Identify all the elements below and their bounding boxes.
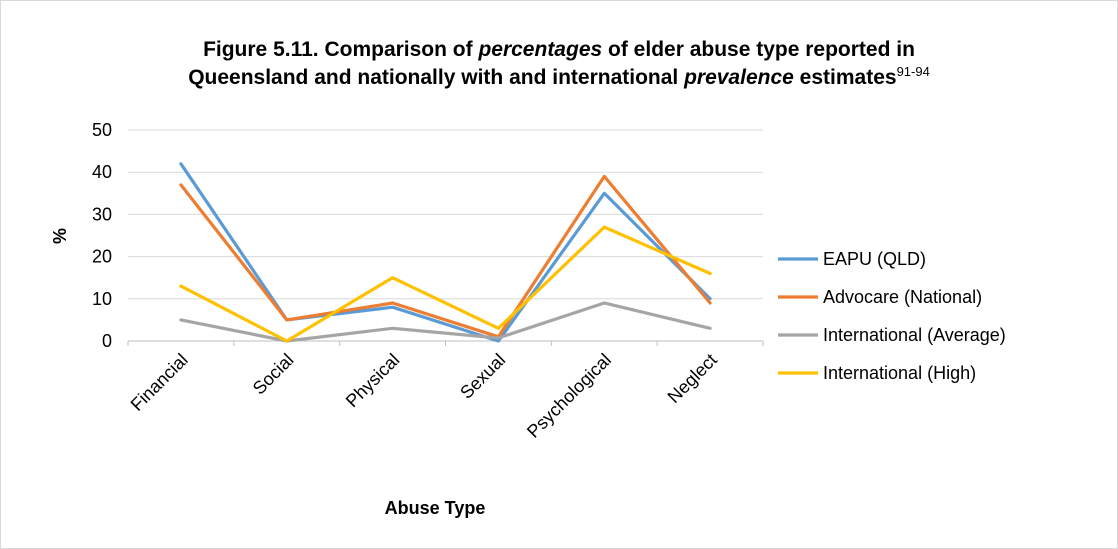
title-emphasis: prevalence: [684, 66, 794, 89]
title-text: Queensland and nationally with and inter…: [188, 66, 685, 89]
x-tick-label: Psychological: [523, 350, 615, 442]
y-axis-ticks: 0 10 20 30 40 50: [92, 120, 112, 351]
x-tick-label: Social: [249, 350, 298, 399]
legend-label: International (Average): [823, 325, 1006, 345]
chart-title-line-2: Queensland and nationally with and inter…: [0, 64, 1118, 92]
x-tick-label: Sexual: [456, 350, 509, 403]
legend-label: Advocare (National): [823, 287, 982, 307]
series-line-0: [179, 162, 712, 343]
y-tick-label: 50: [92, 120, 112, 140]
chart-title-line-1: Figure 5.11. Comparison of percentages o…: [0, 36, 1118, 64]
series-line-3: [179, 225, 712, 343]
y-tick-label: 30: [92, 204, 112, 224]
series-line-1: [179, 174, 712, 339]
y-tick-label: 40: [92, 162, 112, 182]
x-axis-title: Abuse Type: [385, 498, 486, 518]
series-lines: [179, 162, 712, 343]
legend: EAPU (QLD) Advocare (National) Internation…: [778, 249, 1006, 383]
series-line-2: [179, 301, 712, 343]
title-text: of elder abuse type reported in: [602, 38, 915, 61]
x-tick-label: Neglect: [664, 350, 721, 407]
y-axis-title: %: [50, 228, 70, 244]
y-tick-label: 0: [102, 331, 112, 351]
legend-label: EAPU (QLD): [823, 249, 926, 269]
x-tick-label: Financial: [127, 350, 192, 415]
x-axis-ticks: Financial Social Physical Sexual Psychologic…: [127, 341, 764, 442]
title-citation: 91-94: [896, 64, 930, 79]
legend-label: International (High): [823, 363, 976, 383]
title-text: estimates: [793, 66, 897, 89]
title-emphasis: percentages: [478, 38, 603, 61]
title-text: Figure 5.11. Comparison of: [203, 38, 479, 61]
y-tick-label: 10: [92, 289, 112, 309]
x-tick-label: Physical: [342, 350, 404, 412]
y-tick-label: 20: [92, 247, 112, 267]
chart-title: Figure 5.11. Comparison of percentages o…: [0, 36, 1118, 92]
